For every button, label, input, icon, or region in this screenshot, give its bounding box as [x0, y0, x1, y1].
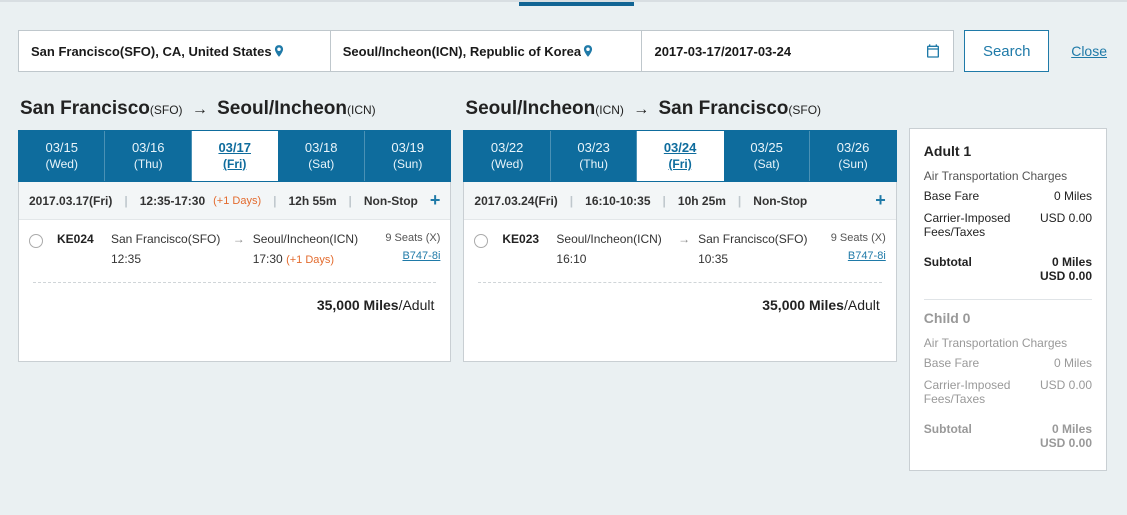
date-tab[interactable]: 03/26(Sun) — [810, 131, 895, 181]
pin-icon — [581, 42, 595, 60]
arr-time: 17:30 — [253, 252, 283, 266]
head-stops: Non-Stop — [364, 194, 418, 208]
inbound-panel: Seoul/Incheon(ICN) → San Francisco(SFO) … — [463, 92, 896, 471]
aircraft-link[interactable]: B747-8i — [370, 250, 440, 262]
expand-icon[interactable]: + — [875, 190, 886, 211]
fee-val: USD 0.00 — [1040, 211, 1092, 239]
summary-divider — [924, 299, 1092, 300]
basefare-label: Base Fare — [924, 356, 979, 370]
child-title: Child 0 — [924, 310, 1092, 326]
head-duration: 12h 55m — [289, 194, 337, 208]
date-tab-active[interactable]: 03/24(Fri) — [637, 131, 723, 181]
arr-city: San Francisco(SFO) — [698, 232, 812, 246]
outbound-date-tabs: 03/15(Wed) 03/16(Thu) 03/17(Fri) 03/18(S… — [18, 130, 451, 182]
head-times: 12:35-17:30 — [140, 194, 205, 208]
date-tab-active[interactable]: 03/17(Fri) — [192, 131, 278, 181]
price-summary: Adult 1 Air Transportation Charges Base … — [909, 128, 1107, 471]
outbound-flight-box: 2017.03.17(Fri)| 12:35-17:30 (+1 Days)| … — [18, 182, 451, 362]
dep-time: 16:10 — [556, 252, 670, 266]
fee-label: Carrier-Imposed Fees/Taxes — [924, 211, 1025, 239]
from-field[interactable]: San Francisco(SFO), CA, United States — [19, 31, 331, 71]
active-nav-indicator — [519, 2, 634, 6]
subtotal-label: Subtotal — [924, 255, 972, 283]
head-date: 2017.03.17(Fri) — [29, 194, 112, 208]
subtotal-miles: 0 Miles — [1052, 255, 1092, 269]
head-stops: Non-Stop — [753, 194, 807, 208]
arr-time: 10:35 — [698, 252, 812, 266]
basefare-val: 0 Miles — [1054, 356, 1092, 370]
flight-row: KE023 Seoul/Incheon(ICN) 16:10 → San Fra… — [464, 220, 895, 272]
date-tab[interactable]: 03/16(Thu) — [105, 131, 191, 181]
basefare-val: 0 Miles — [1054, 189, 1092, 203]
flight-number: KE024 — [57, 232, 107, 246]
head-plusday: (+1 Days) — [213, 195, 261, 207]
route-arrow-icon: → — [192, 101, 208, 119]
head-date: 2017.03.24(Fri) — [474, 194, 557, 208]
arr-city: Seoul/Incheon(ICN) — [253, 232, 367, 246]
flight-row: KE024 San Francisco(SFO) 12:35 → Seoul/I… — [19, 220, 450, 272]
route-to-code: (SFO) — [788, 103, 821, 117]
pin-icon — [272, 42, 286, 60]
head-times: 16:10-10:35 — [585, 194, 650, 208]
date-tab[interactable]: 03/18(Sat) — [278, 131, 364, 181]
dep-city: Seoul/Incheon(ICN) — [556, 232, 670, 246]
select-flight-radio[interactable] — [29, 234, 43, 248]
route-arrow-icon: → — [633, 101, 649, 119]
route-from-city: Seoul/Incheon — [465, 98, 595, 119]
calendar-icon — [925, 43, 941, 59]
date-tab[interactable]: 03/23(Thu) — [551, 131, 637, 181]
route-to-city: Seoul/Incheon — [217, 98, 347, 119]
inbound-route: Seoul/Incheon(ICN) → San Francisco(SFO) — [463, 92, 896, 130]
route-to-code: (ICN) — [347, 103, 376, 117]
segment-arrow-icon: → — [229, 232, 249, 246]
dep-city: San Francisco(SFO) — [111, 232, 225, 246]
date-tab[interactable]: 03/15(Wed) — [19, 131, 105, 181]
from-text: San Francisco(SFO), CA, United States — [31, 44, 272, 59]
route-from-code: (SFO) — [150, 103, 183, 117]
charges-label: Air Transportation Charges — [924, 169, 1092, 183]
price-text: 35,000 Miles/Adult — [19, 283, 450, 313]
outbound-route: San Francisco(SFO) → Seoul/Incheon(ICN) — [18, 92, 451, 130]
fee-label: Carrier-Imposed Fees/Taxes — [924, 378, 1025, 406]
segment-arrow-icon: → — [674, 232, 694, 246]
route-from-code: (ICN) — [595, 103, 624, 117]
date-tab[interactable]: 03/19(Sun) — [365, 131, 450, 181]
route-from-city: San Francisco — [20, 98, 150, 119]
adult-title: Adult 1 — [924, 143, 1092, 159]
to-field[interactable]: Seoul/Incheon(ICN), Republic of Korea — [331, 31, 643, 71]
subtotal-usd: USD 0.00 — [1040, 269, 1092, 283]
aircraft-link[interactable]: B747-8i — [816, 250, 886, 262]
search-button[interactable]: Search — [964, 30, 1049, 72]
head-duration: 10h 25m — [678, 194, 726, 208]
dep-time: 12:35 — [111, 252, 225, 266]
expand-icon[interactable]: + — [430, 190, 441, 211]
subtotal-usd: USD 0.00 — [1040, 436, 1092, 450]
basefare-label: Base Fare — [924, 189, 979, 203]
seats-left: 9 Seats (X) — [370, 232, 440, 244]
outbound-panel: San Francisco(SFO) → Seoul/Incheon(ICN) … — [18, 92, 451, 471]
arr-plusday: (+1 Days) — [286, 254, 334, 266]
dates-text: 2017-03-17/2017-03-24 — [654, 44, 791, 59]
price-text: 35,000 Miles/Adult — [464, 283, 895, 313]
to-text: Seoul/Incheon(ICN), Republic of Korea — [343, 44, 581, 59]
flight-header: 2017.03.17(Fri)| 12:35-17:30 (+1 Days)| … — [19, 182, 450, 220]
flight-number: KE023 — [502, 232, 552, 246]
charges-label: Air Transportation Charges — [924, 336, 1092, 350]
close-link[interactable]: Close — [1071, 43, 1107, 59]
date-tab[interactable]: 03/25(Sat) — [724, 131, 810, 181]
subtotal-label: Subtotal — [924, 422, 972, 450]
inbound-flight-box: 2017.03.24(Fri)| 16:10-10:35 | 10h 25m| … — [463, 182, 896, 362]
search-fields: San Francisco(SFO), CA, United States Se… — [18, 30, 954, 72]
search-bar: San Francisco(SFO), CA, United States Se… — [0, 2, 1127, 92]
dates-field[interactable]: 2017-03-17/2017-03-24 — [642, 31, 953, 71]
date-tab[interactable]: 03/22(Wed) — [464, 131, 550, 181]
inbound-date-tabs: 03/22(Wed) 03/23(Thu) 03/24(Fri) 03/25(S… — [463, 130, 896, 182]
route-to-city: San Francisco — [658, 98, 788, 119]
flight-header: 2017.03.24(Fri)| 16:10-10:35 | 10h 25m| … — [464, 182, 895, 220]
seats-left: 9 Seats (X) — [816, 232, 886, 244]
fee-val: USD 0.00 — [1040, 378, 1092, 406]
subtotal-miles: 0 Miles — [1052, 422, 1092, 436]
select-flight-radio[interactable] — [474, 234, 488, 248]
